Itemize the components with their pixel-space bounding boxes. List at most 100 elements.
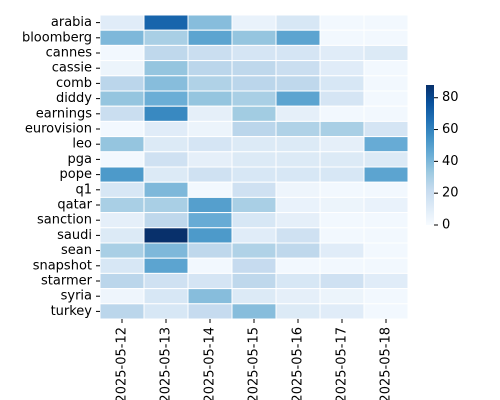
heatmap-cell: [363, 75, 409, 92]
heatmap-cell: [231, 227, 277, 244]
y-tick-label: eurovision: [25, 122, 92, 137]
heatmap-cell: [319, 120, 365, 138]
heatmap-cell: [275, 29, 321, 46]
heatmap-cell: [187, 303, 233, 320]
x-tick-label: 2025-05-13: [159, 327, 174, 400]
heatmap-cell: [187, 151, 233, 168]
heatmap-cell: [319, 288, 365, 305]
y-tick-label: turkey: [51, 304, 93, 319]
heatmap-cell: [99, 196, 145, 214]
heatmap-cell: [275, 257, 321, 274]
heatmap-cell: [275, 44, 321, 62]
heatmap-cell: [363, 136, 409, 153]
heatmap-cell: [143, 166, 189, 183]
heatmap-cell: [275, 75, 321, 92]
heatmap-cells: [99, 14, 409, 320]
heatmap-cell: [99, 166, 145, 183]
heatmap-cell: [99, 120, 145, 138]
heatmap-cell: [143, 44, 189, 62]
y-tick-label: pope: [60, 167, 92, 182]
heatmap-cell: [187, 227, 233, 244]
y-tick-label: cannes: [46, 46, 93, 61]
x-tick-label: 2025-05-15: [247, 327, 262, 400]
heatmap-cell: [275, 136, 321, 153]
heatmap-cell: [187, 242, 233, 259]
heatmap-cell: [363, 105, 409, 122]
heatmap-cell: [99, 151, 145, 168]
heatmap-cell: [231, 105, 277, 122]
heatmap-cell: [363, 257, 409, 274]
heatmap-cell: [275, 60, 321, 77]
heatmap-cell: [99, 14, 145, 31]
x-tick-label: 2025-05-12: [115, 327, 130, 400]
heatmap-cell: [275, 227, 321, 244]
heatmap-cell: [275, 105, 321, 122]
heatmap-cell: [319, 14, 365, 31]
heatmap-cell: [231, 303, 277, 320]
heatmap-cell: [231, 166, 277, 183]
y-tick-label: starmer: [41, 274, 93, 289]
heatmap-cell: [275, 212, 321, 229]
heatmap-cell: [187, 44, 233, 62]
heatmap-cell: [319, 257, 365, 274]
heatmap-cell: [319, 151, 365, 168]
heatmap-cell: [363, 44, 409, 62]
heatmap-cell: [99, 288, 145, 305]
heatmap-cell: [187, 75, 233, 92]
heatmap-cell: [231, 44, 277, 62]
heatmap-cell: [143, 151, 189, 168]
heatmap-cell: [143, 120, 189, 138]
heatmap-cell: [363, 90, 409, 107]
heatmap-cell: [99, 60, 145, 77]
heatmap-cell: [363, 29, 409, 46]
heatmap-cell: [363, 181, 409, 198]
heatmap-cell: [231, 136, 277, 153]
heatmap-cell: [275, 120, 321, 138]
heatmap-cell: [231, 272, 277, 290]
heatmap-cell: [143, 90, 189, 107]
heatmap-cell: [99, 105, 145, 122]
heatmap-cell: [99, 75, 145, 92]
x-tick-label: 2025-05-18: [379, 327, 394, 400]
heatmap-cell: [187, 90, 233, 107]
heatmap-cell: [319, 44, 365, 62]
heatmap-cell: [275, 196, 321, 214]
heatmap-cell: [99, 136, 145, 153]
heatmap-cell: [143, 29, 189, 46]
heatmap-cell: [231, 196, 277, 214]
y-tick-label: sanction: [37, 213, 92, 228]
heatmap-cell: [363, 14, 409, 31]
heatmap-cell: [187, 29, 233, 46]
x-tick-label: 2025-05-16: [291, 327, 306, 400]
y-tick-label: arabia: [51, 15, 92, 30]
colorbar-gradient: [426, 85, 434, 225]
heatmap-cell: [319, 272, 365, 290]
heatmap-cell: [363, 60, 409, 77]
heatmap-cell: [363, 288, 409, 305]
heatmap-cell: [99, 44, 145, 62]
heatmap-cell: [275, 288, 321, 305]
y-tick-label: saudi: [57, 228, 92, 243]
heatmap-cell: [143, 14, 189, 31]
heatmap-cell: [187, 212, 233, 229]
colorbar: 0 20 40 60 80: [426, 85, 459, 233]
heatmap-cell: [231, 29, 277, 46]
heatmap-cell: [275, 90, 321, 107]
heatmap-cell: [143, 181, 189, 198]
colorbar-tick-label: 40: [442, 154, 459, 169]
heatmap-cell: [363, 151, 409, 168]
heatmap-cell: [319, 75, 365, 92]
heatmap-cell: [275, 14, 321, 31]
heatmap-cell: [143, 105, 189, 122]
heatmap-cell: [319, 303, 365, 320]
heatmap-cell: [231, 60, 277, 77]
heatmap-cell: [187, 257, 233, 274]
y-tick-label: sean: [61, 243, 92, 258]
heatmap-cell: [99, 257, 145, 274]
y-tick-label: leo: [72, 137, 92, 152]
heatmap-cell: [187, 105, 233, 122]
heatmap-cell: [275, 303, 321, 320]
y-tick-label: snapshot: [33, 258, 92, 273]
heatmap-cell: [319, 166, 365, 183]
x-tick-label: 2025-05-17: [335, 327, 350, 400]
